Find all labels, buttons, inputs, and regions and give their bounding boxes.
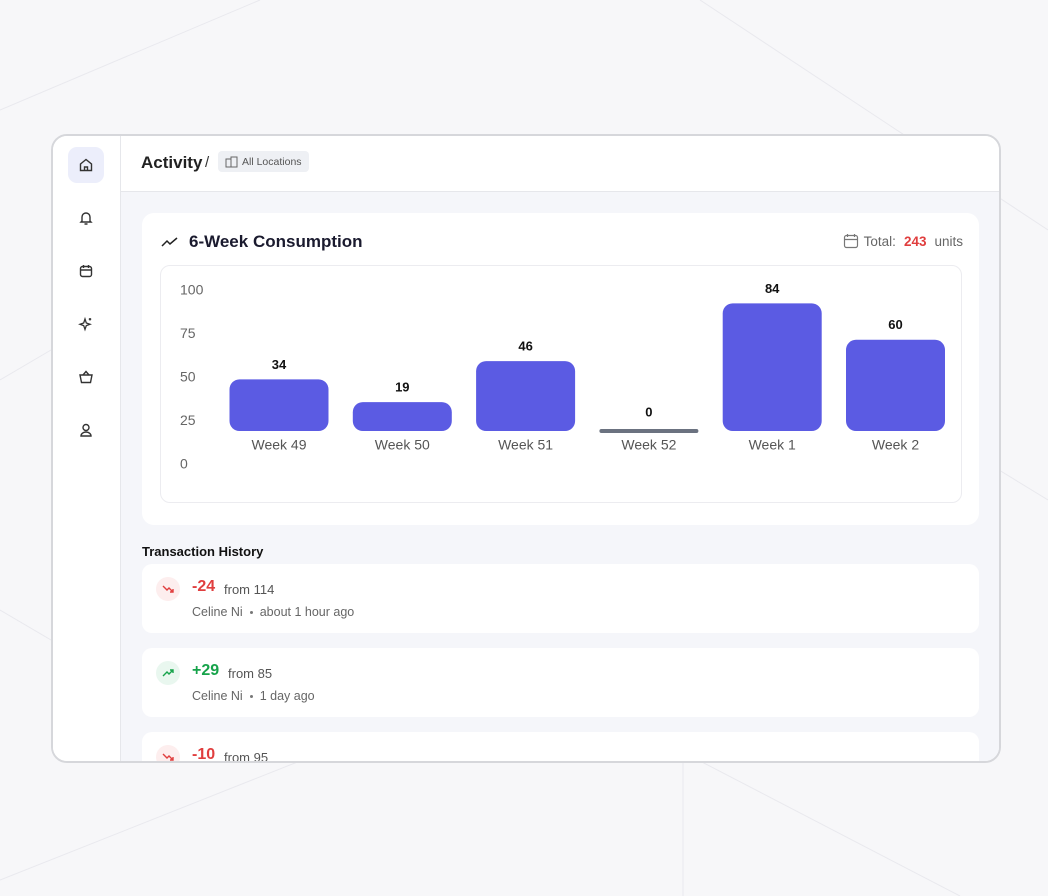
- x-tick-label: Week 52: [621, 437, 676, 453]
- from-amount: from 95: [224, 750, 269, 763]
- change-amount: +29: [192, 662, 220, 679]
- bar: [352, 402, 452, 431]
- sidebar: [53, 136, 121, 761]
- time-ago: about 1 hour ago: [259, 605, 355, 619]
- x-tick-label: Week 2: [872, 437, 919, 453]
- change-amount: -24: [192, 578, 216, 595]
- user-name: Celine Ni: [192, 605, 243, 619]
- section-title: Transaction History: [142, 544, 264, 559]
- total-unit: units: [934, 233, 963, 249]
- transaction-item: +29 from 85 Celine Ni 1 day ago: [142, 648, 979, 717]
- nav-basket[interactable]: [68, 359, 104, 395]
- x-tick-label: Week 1: [749, 437, 796, 453]
- content: 6-Week Consumption Total: 243 units 0 25 5…: [121, 192, 999, 761]
- bar: [476, 361, 576, 431]
- header: Activity / All Locations: [121, 136, 999, 192]
- trend-badge: [156, 661, 180, 685]
- trend-icon: [161, 237, 178, 247]
- transaction-item: -24 from 114 Celine Ni about 1 hour ago: [142, 564, 979, 633]
- app-window: Activity / All Locations 6-Week Consumpt…: [51, 134, 1001, 763]
- y-tick-label: 0: [180, 456, 188, 472]
- value-label: 19: [395, 380, 409, 395]
- nav-calendar[interactable]: [68, 253, 104, 289]
- nav-notifications[interactable]: [68, 200, 104, 236]
- page-title: Activity: [141, 153, 203, 172]
- bar: [846, 339, 945, 431]
- transaction-meta: Celine Ni about 1 hour ago: [192, 605, 354, 619]
- value-label: 46: [518, 339, 532, 354]
- total-label: Total:: [863, 233, 896, 249]
- chart-frame: [160, 265, 962, 503]
- x-tick-label: Week 49: [252, 437, 307, 453]
- from-amount: from 114: [224, 582, 275, 597]
- bar: [722, 303, 822, 431]
- x-tick-label: Week 50: [375, 437, 430, 453]
- change-amount: -10: [192, 746, 216, 763]
- bar-chart: 0 25 50 75 100 Week 49 34 Week 50 19 Week 51 46 Wee…: [180, 281, 945, 472]
- location-chip[interactable]: All Locations: [218, 151, 309, 172]
- bar: [229, 379, 329, 431]
- user-name: Celine Ni: [192, 689, 243, 703]
- total: Total: 243 units: [843, 233, 963, 249]
- nav-profile[interactable]: [68, 412, 104, 448]
- trend-badge: [156, 577, 180, 601]
- value-label: 34: [272, 357, 287, 372]
- trend-badge: [156, 745, 180, 761]
- value-label: 0: [645, 404, 652, 419]
- nav-home[interactable]: [68, 147, 104, 183]
- bar: [599, 429, 699, 433]
- transaction-item: -10 from 95: [142, 732, 979, 763]
- total-value: 243: [903, 233, 927, 249]
- from-amount: from 85: [228, 666, 273, 681]
- consumption-card: 6-Week Consumption Total: 243 units 0 25 5…: [142, 213, 979, 525]
- transaction-meta: Celine Ni 1 day ago: [192, 689, 315, 703]
- card-title: 6-Week Consumption: [189, 232, 363, 251]
- value-label: 60: [888, 317, 902, 332]
- nav-ai[interactable]: [68, 306, 104, 342]
- value-label: 84: [765, 281, 780, 296]
- separator-dot: [249, 694, 253, 698]
- separator-dot: [249, 610, 253, 614]
- y-tick-label: 75: [180, 325, 196, 341]
- y-tick-label: 50: [180, 369, 196, 385]
- y-tick-label: 100: [180, 282, 204, 298]
- time-ago: 1 day ago: [259, 689, 315, 703]
- y-tick-label: 25: [180, 412, 196, 428]
- x-tick-label: Week 51: [498, 437, 553, 453]
- location-label: All Locations: [242, 155, 302, 168]
- breadcrumb-separator: /: [205, 154, 210, 171]
